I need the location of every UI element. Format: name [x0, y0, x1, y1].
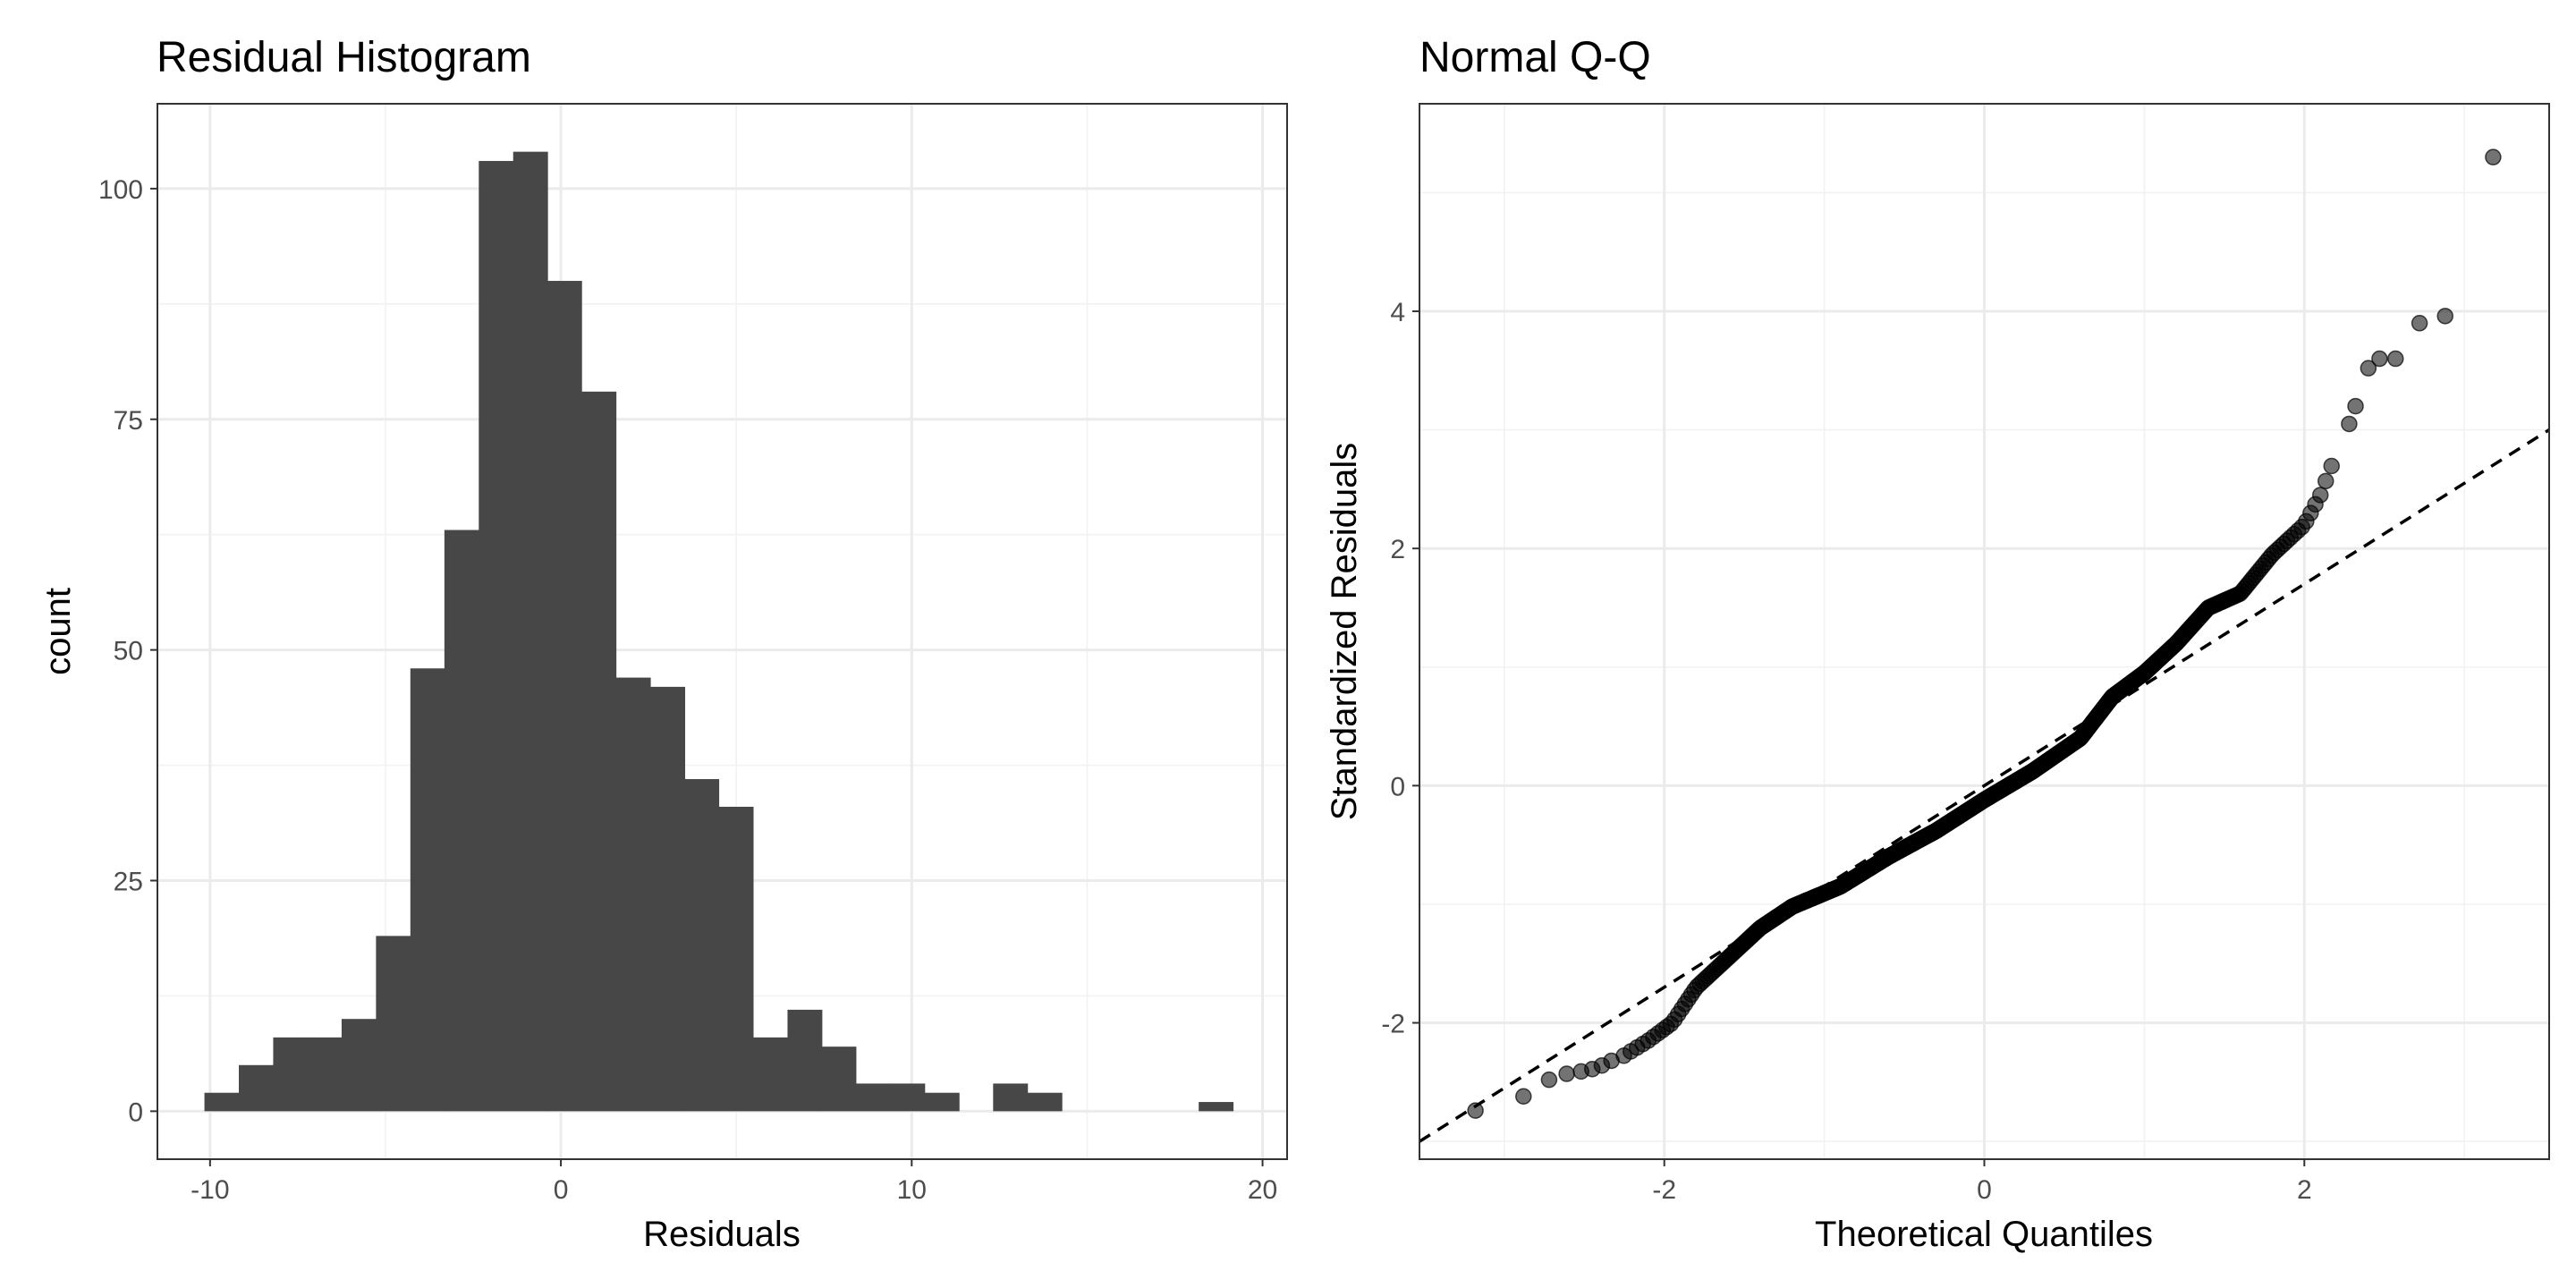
qq-point	[2485, 148, 2502, 165]
histogram-panel-border	[157, 103, 1288, 1160]
y-tick-label: 2	[1390, 535, 1405, 564]
histogram-bar	[1199, 1102, 1234, 1112]
histogram-bar	[787, 1009, 823, 1112]
x-tick-label: 0	[554, 1175, 569, 1205]
histogram-bar	[410, 668, 445, 1112]
qq-x-axis-title: Theoretical Quantiles	[1815, 1215, 2153, 1254]
histogram-bar	[1027, 1092, 1063, 1112]
histogram-bar	[581, 391, 617, 1112]
qq-point	[2436, 308, 2453, 325]
x-tick-label: 10	[897, 1175, 927, 1205]
x-tick-label: 0	[1977, 1175, 1992, 1205]
qq-axis-ticks: -2 0 2 -2 0 2 4	[1381, 298, 2311, 1205]
histogram-bar	[650, 686, 686, 1112]
y-tick-label: 0	[128, 1097, 143, 1127]
x-tick-label: -2	[1652, 1175, 1676, 1205]
qq-point	[2360, 360, 2377, 377]
qq-point	[2371, 350, 2388, 368]
qq-point	[1467, 1102, 1484, 1119]
histogram-y-axis-title: count	[38, 588, 78, 675]
y-tick-label: 100	[98, 175, 143, 205]
histogram-bar	[204, 1092, 240, 1112]
x-tick-label: 2	[2297, 1175, 2312, 1205]
qq-point	[1540, 1071, 1558, 1089]
histogram-bar	[718, 806, 754, 1112]
histogram-title: Residual Histogram	[157, 34, 531, 81]
histogram-bar	[444, 530, 479, 1112]
qq-gridlines	[1419, 104, 2549, 1159]
histogram-bar	[993, 1083, 1029, 1112]
qq-reference-line	[1419, 428, 2550, 1143]
histogram-bar	[924, 1092, 960, 1112]
qq-title: Normal Q-Q	[1419, 34, 1651, 81]
x-tick-label: -10	[191, 1175, 229, 1205]
qq-point	[2311, 487, 2329, 504]
histogram-bar	[855, 1083, 891, 1112]
qq-point	[2411, 315, 2428, 332]
qq-panel: Normal Q-Q -2 0 2 -2 0 2 4 Theoretical Quantil…	[1325, 34, 2550, 1254]
qq-point	[1515, 1088, 1532, 1105]
histogram-axis-ticks: -10 0 10 20 0 25 50 75 100	[98, 175, 1277, 1205]
histogram-bar	[547, 281, 582, 1112]
histogram-bar	[615, 677, 651, 1112]
qq-point	[2317, 472, 2334, 490]
x-tick-label: 20	[1248, 1175, 1277, 1205]
qq-point	[2341, 415, 2358, 433]
y-tick-label: 4	[1390, 298, 1405, 327]
histogram-bar	[273, 1037, 309, 1112]
histogram-bar	[513, 151, 548, 1112]
histogram-bar	[307, 1037, 343, 1112]
y-tick-label: 0	[1390, 772, 1405, 801]
qq-point	[2347, 397, 2364, 415]
histogram-bar	[479, 160, 514, 1112]
histogram-bar	[821, 1046, 857, 1112]
histogram-bar	[376, 936, 411, 1112]
histogram-bar	[238, 1064, 274, 1112]
histogram-bars	[204, 151, 1234, 1112]
histogram-x-axis-title: Residuals	[643, 1215, 801, 1254]
y-tick-label: 25	[114, 867, 143, 896]
histogram-bar	[684, 779, 720, 1112]
histogram-bar	[890, 1083, 926, 1112]
y-tick-label: -2	[1381, 1010, 1405, 1039]
qq-point	[2323, 457, 2340, 475]
qq-point	[2387, 350, 2404, 368]
qq-point	[1558, 1065, 1575, 1082]
qq-point	[1603, 1052, 1620, 1070]
histogram-bar	[753, 1037, 788, 1112]
y-tick-label: 50	[114, 637, 143, 666]
y-tick-label: 75	[114, 406, 143, 436]
qq-y-axis-title: Standardized Residuals	[1325, 443, 1364, 820]
histogram-panel: Residual Histogram -10 0 10 20 0 25 50 75 100 Re…	[38, 34, 1288, 1254]
histogram-bar	[341, 1019, 377, 1112]
